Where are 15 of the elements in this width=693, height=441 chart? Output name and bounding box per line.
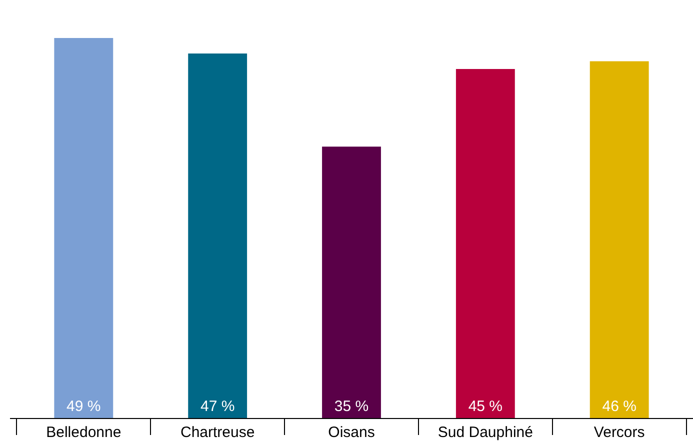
data-label: 49 % (66, 398, 101, 415)
data-label: 35 % (334, 398, 369, 415)
bar (322, 146, 381, 418)
bar (456, 69, 515, 418)
x-tick-label: Vercors (594, 424, 645, 441)
x-tick-label: Sud Dauphiné (438, 424, 533, 441)
x-tick-label: Belledonne (46, 424, 122, 441)
x-tick-label: Chartreuse (180, 424, 255, 441)
data-label: 46 % (602, 398, 636, 415)
data-label: 45 % (468, 398, 503, 415)
bar (188, 54, 248, 418)
bar (54, 38, 114, 418)
bar (590, 61, 649, 418)
x-tick-label: Oisans (328, 424, 375, 441)
data-label: 47 % (200, 398, 235, 415)
